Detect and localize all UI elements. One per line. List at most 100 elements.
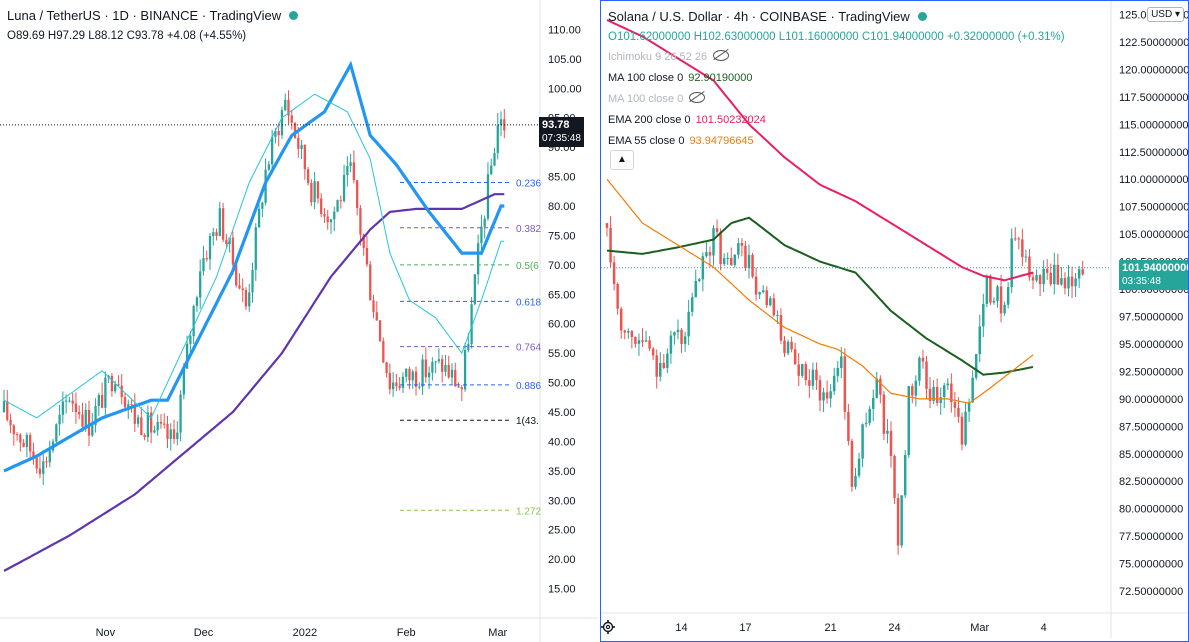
candle-body	[323, 213, 326, 217]
candle-body	[630, 331, 634, 338]
candle-body	[1074, 278, 1077, 287]
fib-level-label: 1.272	[516, 506, 541, 517]
gear-icon[interactable]	[601, 620, 615, 634]
candle-body	[1053, 264, 1056, 285]
candle-body	[421, 359, 424, 387]
candle-body	[427, 372, 431, 378]
candle-body	[616, 284, 619, 309]
candle-body	[996, 286, 999, 301]
candle-body	[352, 162, 356, 181]
luna-chart-pane[interactable]: 15.00 20.00 25.00 30.00 35.00 40.00 45.00 50.00…	[0, 0, 598, 642]
ma-fast-line	[3, 93, 505, 419]
candle-body	[822, 392, 825, 401]
candle-body	[832, 375, 836, 392]
candle-body	[1049, 272, 1052, 285]
candle-body	[1028, 256, 1031, 278]
candle-body	[91, 425, 94, 436]
solana-chart-pane[interactable]: 72.50000000 75.00000000 77.50000000 80.0000…	[600, 0, 1189, 642]
y-tick-label: 107.50000000	[1119, 202, 1189, 214]
candle-body	[19, 434, 22, 443]
fib-level-label: 0.886	[516, 381, 541, 392]
candle-body	[431, 361, 434, 373]
candle-body	[490, 165, 493, 175]
y-tick-label: 77.50000000	[1119, 531, 1183, 543]
candle-body	[359, 208, 362, 235]
candle-body	[1014, 238, 1017, 240]
candle-body	[424, 359, 427, 378]
candle-body	[444, 364, 447, 372]
candle-body	[257, 208, 261, 228]
candle-body	[251, 269, 254, 293]
candle-body	[978, 326, 981, 355]
y-tick-label: 80.00	[548, 201, 576, 213]
candle-body	[669, 335, 673, 354]
candle-body	[861, 424, 864, 459]
ma100-line	[606, 216, 1034, 376]
y-tick-label: 95.00000000	[1119, 339, 1183, 351]
solana-title: Solana / U.S. Dollar · 4h · COINBASE · T…	[608, 9, 910, 24]
candle-body	[277, 130, 280, 136]
eye-off-icon[interactable]	[713, 50, 730, 61]
candle-body	[159, 421, 163, 424]
candle-body	[104, 377, 107, 408]
y-tick-label: 87.50000000	[1119, 421, 1183, 433]
candle-body	[395, 382, 398, 386]
indicator-row[interactable]: EMA 55 close 0 93.94796645	[608, 131, 1065, 152]
luna-legend: Luna / TetherUS · 1D · BINANCE · Trading…	[7, 6, 299, 46]
currency-selector[interactable]: USD ▾	[1147, 7, 1184, 22]
candle-body	[1031, 277, 1035, 281]
candle-body	[730, 257, 733, 265]
indicator-row[interactable]: MA 100 close 0 92.90190000	[608, 68, 1065, 89]
candle-body	[939, 397, 942, 403]
candle-body	[176, 432, 179, 440]
fib-level-label: 1(43.	[516, 416, 539, 427]
candle-body	[81, 414, 84, 427]
candle-body	[336, 200, 339, 212]
candle-body	[808, 380, 811, 386]
collapse-legend-button[interactable]: ▲	[610, 150, 634, 170]
candle-body	[388, 373, 392, 390]
market-open-icon	[289, 11, 299, 20]
candle-body	[64, 400, 68, 402]
candle-body	[872, 397, 875, 409]
y-tick-label: 80.00000000	[1119, 504, 1183, 516]
candle-body	[1045, 268, 1049, 273]
candle-body	[914, 380, 918, 396]
candle-body	[391, 382, 395, 390]
candle-body	[372, 300, 375, 313]
candle-body	[38, 468, 42, 474]
y-tick-label: 120.00000000	[1119, 64, 1189, 76]
candle-body	[683, 336, 687, 344]
candle-body	[708, 252, 712, 256]
y-tick-label: 20.00	[548, 554, 576, 566]
candle-body	[797, 364, 800, 376]
indicator-row[interactable]: EMA 200 close 0 101.50232024	[608, 110, 1065, 131]
candle-body	[882, 394, 886, 434]
candle-body	[9, 419, 12, 426]
candle-body	[235, 264, 238, 286]
fib-level-label: 0.764	[516, 343, 541, 354]
indicator-row[interactable]: MA 100 close 0	[608, 89, 1065, 110]
candle-body	[857, 458, 861, 476]
solana-chart-svg[interactable]: 72.50000000 75.00000000 77.50000000 80.0000…	[601, 1, 1189, 642]
candle-body	[694, 281, 697, 298]
indicator-row[interactable]: Ichimoku 9 26 52 26	[608, 47, 1065, 68]
candle-body	[150, 412, 153, 433]
candle-body	[911, 386, 914, 396]
y-tick-label: 97.50000000	[1119, 311, 1183, 323]
candle-body	[45, 461, 48, 463]
candle-body	[290, 115, 293, 123]
eye-off-icon[interactable]	[689, 92, 706, 103]
y-tick-label: 45.00	[548, 407, 576, 419]
candle-body	[15, 434, 19, 436]
luna-chart-svg[interactable]: 15.00 20.00 25.00 30.00 35.00 40.00 45.00 50.00…	[0, 0, 598, 642]
candle-body	[12, 425, 15, 435]
x-tick-label: 4	[1041, 622, 1047, 634]
candle-body	[765, 290, 768, 306]
y-tick-label: 115.00000000	[1119, 119, 1189, 131]
candle-body	[310, 183, 313, 203]
solana-legend: Solana / U.S. Dollar · 4h · COINBASE · T…	[608, 7, 1065, 152]
candle-body	[811, 369, 815, 386]
y-tick-label: 50.00	[548, 378, 576, 390]
candle-body	[238, 285, 241, 289]
